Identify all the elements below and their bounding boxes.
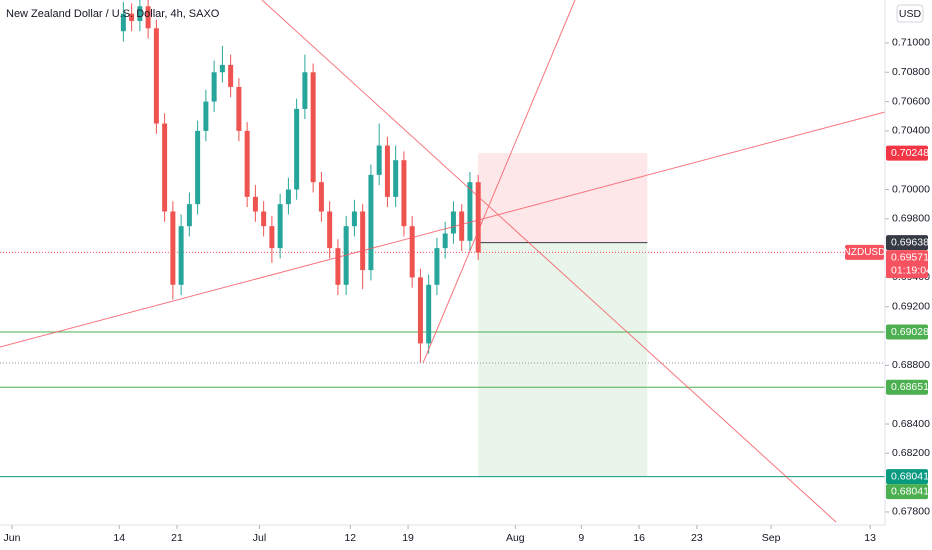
candle-body bbox=[459, 211, 465, 241]
y-tick-label: 0.70600 bbox=[892, 95, 930, 107]
candle-body bbox=[384, 145, 390, 197]
price-tag-label: 0.68651 bbox=[891, 381, 929, 393]
candle-body bbox=[442, 233, 448, 249]
candle-body bbox=[137, 6, 143, 21]
countdown: 01:19:04 bbox=[891, 264, 932, 276]
y-tick-label: 0.68400 bbox=[892, 418, 930, 430]
x-tick-label: Jul bbox=[253, 532, 266, 544]
trendline bbox=[422, 0, 576, 364]
x-tick-label: 13 bbox=[864, 532, 876, 544]
candle-body bbox=[393, 160, 399, 197]
price-tag-label: 0.68041 bbox=[891, 470, 929, 482]
target-zone bbox=[478, 242, 648, 477]
candle-body bbox=[269, 226, 275, 249]
candle-body bbox=[360, 211, 366, 271]
trendline bbox=[0, 111, 886, 348]
candle-body bbox=[252, 196, 258, 212]
y-tick-label: 0.68200 bbox=[892, 447, 930, 459]
candle-body bbox=[162, 123, 168, 212]
candle-body bbox=[186, 204, 192, 227]
candle-body bbox=[368, 174, 374, 271]
currency[interactable]: USD bbox=[899, 8, 922, 20]
candle-body bbox=[236, 86, 242, 131]
x-tick-label: 16 bbox=[633, 532, 645, 544]
candle-body bbox=[327, 211, 333, 249]
x-tick-label: 12 bbox=[344, 532, 356, 544]
candle-body bbox=[318, 182, 324, 212]
candle-body bbox=[351, 211, 357, 227]
candle-body bbox=[409, 226, 415, 278]
price-tag bbox=[886, 145, 928, 161]
candle-body bbox=[434, 248, 440, 285]
price-tag bbox=[886, 324, 928, 340]
candle-body bbox=[335, 248, 341, 285]
y-tick-label: 0.70800 bbox=[892, 66, 930, 78]
currency-button[interactable] bbox=[896, 4, 924, 23]
candle-body bbox=[401, 160, 407, 227]
y-tick-label: 0.69800 bbox=[892, 213, 930, 225]
x-tick-label: 23 bbox=[691, 532, 703, 544]
price-tag bbox=[886, 469, 928, 485]
candle-body bbox=[261, 211, 267, 227]
trendline bbox=[261, 0, 837, 523]
y-tick-label: 0.68800 bbox=[892, 359, 930, 371]
candle-body bbox=[294, 108, 300, 190]
y-tick-label: 0.69200 bbox=[892, 301, 930, 313]
candle-body bbox=[153, 28, 159, 124]
price-tag bbox=[886, 235, 928, 251]
x-tick-label: 19 bbox=[402, 532, 414, 544]
symbol-tag bbox=[845, 244, 884, 260]
plot-area bbox=[0, 0, 885, 478]
candle-body bbox=[277, 204, 283, 249]
candle-body bbox=[467, 182, 473, 241]
candle-body bbox=[145, 6, 151, 29]
candle-body bbox=[302, 72, 308, 109]
candle-body bbox=[203, 101, 209, 131]
candle-body bbox=[417, 277, 423, 344]
price-tag bbox=[886, 379, 928, 395]
price-tag-label: 0.70248 bbox=[891, 147, 929, 159]
price-tag-label: 0.68041 bbox=[891, 485, 929, 497]
candle-body bbox=[170, 211, 176, 285]
y-tick-label: 0.70400 bbox=[892, 125, 930, 137]
candle-body bbox=[475, 182, 481, 253]
candle-body bbox=[310, 72, 316, 183]
x-tick-label: Jun bbox=[3, 532, 20, 544]
candle-body bbox=[129, 13, 135, 21]
candle-body bbox=[120, 13, 126, 32]
candle-body bbox=[376, 145, 382, 175]
candle-body bbox=[285, 189, 291, 205]
y-tick-label: 0.70000 bbox=[892, 183, 930, 195]
candle-body bbox=[178, 226, 184, 285]
candle-body bbox=[219, 64, 225, 73]
candle-body bbox=[426, 284, 432, 344]
price-tag-label: 0.69571 bbox=[891, 251, 929, 263]
candle-body bbox=[211, 72, 217, 102]
candle-body bbox=[228, 64, 234, 87]
time-axis bbox=[0, 525, 932, 550]
symbol-label: NZDUSD bbox=[844, 247, 886, 258]
x-tick-label: 21 bbox=[171, 532, 183, 544]
price-tag-label: 0.69028 bbox=[891, 326, 929, 338]
price-tag-label: 0.69638 bbox=[891, 236, 929, 248]
x-tick-label: Aug bbox=[506, 532, 525, 544]
candle-body bbox=[195, 130, 201, 205]
chart-title: New Zealand Dollar / U.S. Dollar, 4h, SA… bbox=[6, 8, 220, 20]
y-tick-label: 0.67800 bbox=[892, 506, 930, 518]
price-tag bbox=[886, 484, 928, 500]
x-tick-label: 14 bbox=[113, 532, 125, 544]
x-tick-label: Sep bbox=[762, 532, 781, 544]
x-tick-label: 9 bbox=[578, 532, 584, 544]
candle-body bbox=[450, 211, 456, 234]
y-tick-label: 0.71000 bbox=[892, 37, 930, 49]
candle-body bbox=[244, 130, 250, 197]
trendlines bbox=[0, 0, 886, 523]
price-tag bbox=[886, 250, 928, 279]
